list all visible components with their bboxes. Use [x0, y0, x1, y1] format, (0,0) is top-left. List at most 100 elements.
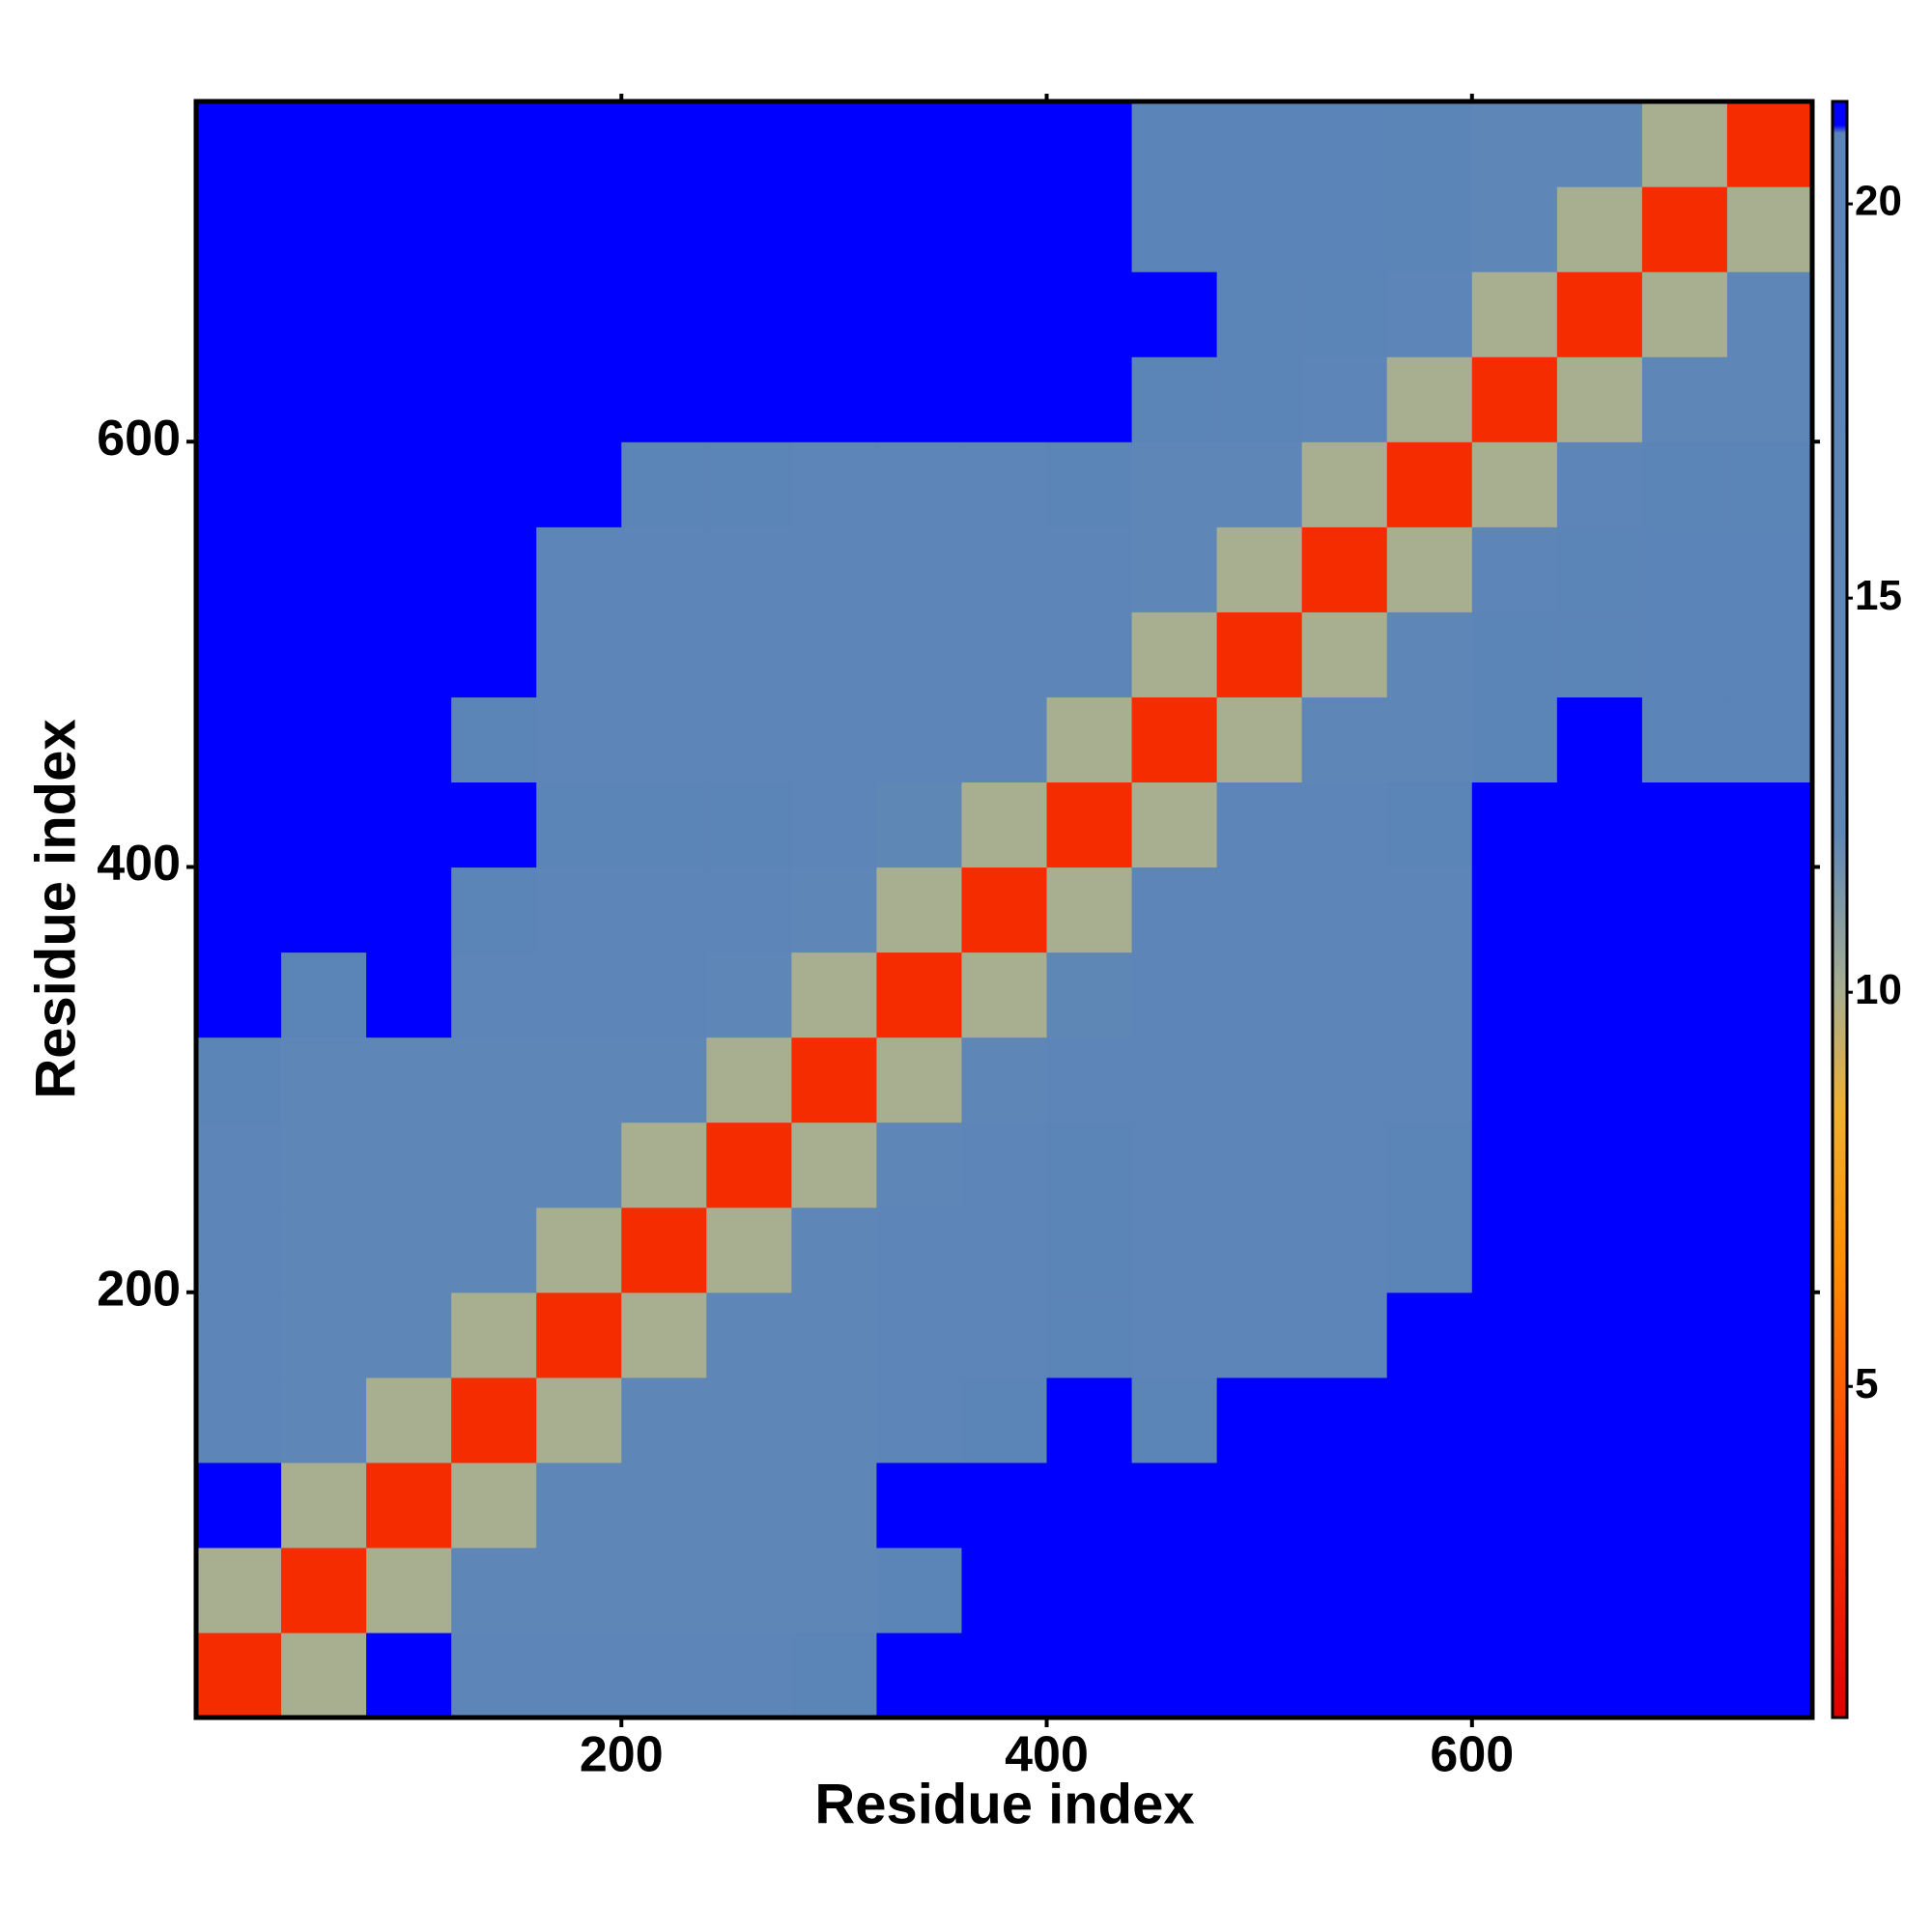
heatmap-cell [451, 867, 537, 953]
heatmap-cell [706, 1547, 792, 1634]
heatmap-cell [366, 271, 452, 357]
heatmap-cell [366, 867, 452, 953]
heatmap-cell [536, 696, 622, 783]
heatmap-cell [196, 186, 282, 272]
heatmap-cell [791, 1547, 878, 1634]
heatmap-cell [451, 611, 537, 697]
heatmap-cell [1216, 952, 1303, 1038]
heatmap-cell [1131, 781, 1218, 868]
heatmap-cell [281, 611, 367, 697]
heatmap-cell [1046, 1292, 1133, 1378]
heatmap-cell [1471, 611, 1558, 697]
heatmap-cell [1471, 441, 1558, 527]
heatmap-cell [1046, 101, 1133, 187]
heatmap-cell [961, 1037, 1048, 1123]
heatmap-cell [706, 867, 792, 953]
heatmap-cell [1131, 696, 1218, 783]
heatmap-cell [281, 1292, 367, 1378]
heatmap-cell [196, 781, 282, 868]
heatmap-cell [961, 696, 1048, 783]
heatmap-cell [1301, 1462, 1388, 1548]
heatmap-cell [961, 356, 1048, 442]
heatmap-cell [1641, 1377, 1728, 1463]
heatmap-cell [1216, 1632, 1303, 1719]
heatmap-cell [1471, 952, 1558, 1038]
heatmap-cell [1131, 441, 1218, 527]
heatmap-cell [791, 101, 878, 187]
heatmap-cell [876, 356, 963, 442]
heatmap-cell [791, 952, 878, 1038]
colorbar [1831, 99, 1849, 1719]
heatmap-cell [1471, 1632, 1558, 1719]
heatmap-cell [621, 1037, 707, 1123]
heatmap-cell [1131, 186, 1218, 272]
x-tick-label: 600 [1430, 1727, 1514, 1783]
heatmap-cell [281, 356, 367, 442]
heatmap-cell [281, 441, 367, 527]
heatmap-cell [536, 101, 622, 187]
heatmap-cell [876, 781, 963, 868]
heatmap-cell [1471, 271, 1558, 357]
heatmap-cell [1301, 1547, 1388, 1634]
heatmap-cell [451, 1122, 537, 1208]
heatmap-cell [1216, 611, 1303, 697]
heatmap-cell [536, 186, 622, 272]
heatmap-cell [196, 101, 282, 187]
heatmap-cell [876, 952, 963, 1038]
heatmap-cell [621, 441, 707, 527]
heatmap-cell [1216, 1037, 1303, 1123]
heatmap-cell [621, 186, 707, 272]
heatmap-cell [536, 1547, 622, 1634]
heatmap-cell [791, 441, 878, 527]
heatmap-cell [876, 101, 963, 187]
heatmap-cell [281, 1037, 367, 1123]
heatmap-cell [196, 1547, 282, 1634]
heatmap-cell [621, 1207, 707, 1293]
heatmap-cell [876, 441, 963, 527]
heatmap-cell [366, 1377, 452, 1463]
heatmap-cell [1386, 696, 1473, 783]
heatmap-cell [1301, 952, 1388, 1038]
heatmap-cell [1641, 271, 1728, 357]
heatmap-cell [1386, 1377, 1473, 1463]
heatmap-cell [791, 526, 878, 612]
heatmap-cell [1046, 696, 1133, 783]
heatmap-cell [961, 441, 1048, 527]
heatmap-cell [621, 1547, 707, 1634]
heatmap-cell [961, 1632, 1048, 1719]
heatmap-cell [281, 1547, 367, 1634]
heatmap-cell [791, 781, 878, 868]
heatmap-cell [1471, 1292, 1558, 1378]
heatmap-cell [961, 1377, 1048, 1463]
heatmap-cell [1046, 356, 1133, 442]
heatmap-cell [961, 611, 1048, 697]
heatmap-cell [706, 952, 792, 1038]
heatmap-cell [196, 271, 282, 357]
heatmap-cell [366, 696, 452, 783]
heatmap-cell [451, 271, 537, 357]
heatmap-cell [1556, 696, 1643, 783]
heatmap-cell [1301, 1292, 1388, 1378]
heatmap-cell [1471, 696, 1558, 783]
heatmap-cell [1641, 1547, 1728, 1634]
colorbar-tick-label: 15 [1855, 572, 1902, 619]
heatmap-cell [451, 1292, 537, 1378]
heatmap-cell [706, 781, 792, 868]
heatmap-cell [1216, 781, 1303, 868]
heatmap-cell [1726, 1292, 1813, 1378]
heatmap-cell [1726, 952, 1813, 1038]
heatmap-cell [1046, 1377, 1133, 1463]
heatmap-cell [706, 1122, 792, 1208]
heatmap-cell [451, 1207, 537, 1293]
heatmap-cell [1131, 1547, 1218, 1634]
colorbar-tick-label: 5 [1855, 1360, 1878, 1407]
heatmap-cell [706, 271, 792, 357]
heatmap-cell [281, 186, 367, 272]
heatmap-cell [876, 1207, 963, 1293]
heatmap-cell [1641, 186, 1728, 272]
heatmap-cell [1556, 867, 1643, 953]
heatmap-cell [1726, 781, 1813, 868]
heatmap-cell [451, 952, 537, 1038]
heatmap-cell [1726, 1122, 1813, 1208]
heatmap-cell [1301, 611, 1388, 697]
